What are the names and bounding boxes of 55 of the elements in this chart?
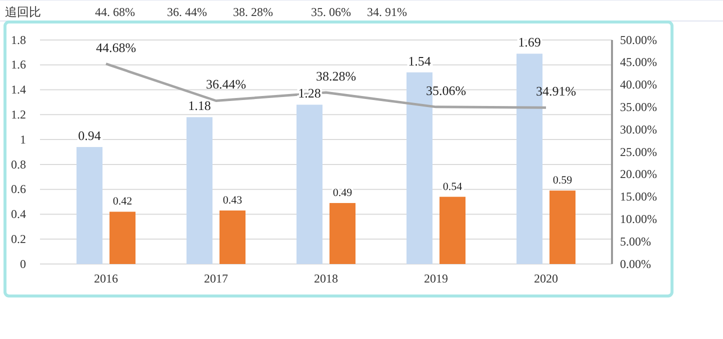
bar <box>330 203 356 264</box>
data-label: 34.91% <box>536 84 576 99</box>
y2-tick-label: 30.00% <box>620 122 657 136</box>
data-label: 1.18 <box>188 98 211 114</box>
data-label: 0.59 <box>552 174 573 187</box>
data-label: 1.54 <box>408 53 432 68</box>
y2-tick-label: 25.00% <box>620 144 657 159</box>
y-tick-label: 1.6 <box>11 58 26 72</box>
x-tick-label: 2019 <box>424 272 448 286</box>
y2-tick-label: 15.00% <box>620 190 657 204</box>
y2-tick-label: 10.00% <box>620 212 657 226</box>
text: 35. 06% <box>311 5 351 19</box>
y2-tick-label: 35.00% <box>620 100 657 114</box>
x-tick-label: 2018 <box>314 272 338 286</box>
data-label: 1.28 <box>298 86 321 101</box>
text: 36. 44% <box>167 5 207 19</box>
bar <box>296 104 322 264</box>
data-label: 0.94 <box>78 128 102 144</box>
data-label: 36.44% <box>206 76 246 92</box>
y-tick-label: 1.8 <box>11 32 26 47</box>
data-label: 44.68% <box>96 40 136 55</box>
y-tick-label: 0.6 <box>11 182 26 196</box>
data-label: 1.69 <box>518 34 541 50</box>
text: 追回比 <box>5 5 41 19</box>
y-tick-label: 0 <box>20 256 26 271</box>
text: 38. 28% <box>233 5 273 19</box>
y-tick-label: 1 <box>20 132 26 146</box>
x-tick-label: 2016 <box>94 272 118 286</box>
y2-tick-label: 45.00% <box>620 55 657 70</box>
y-tick-label: 1.2 <box>11 108 26 122</box>
text: 44. 68% <box>95 5 135 19</box>
data-label: 0.43 <box>222 194 243 206</box>
y-tick-label: 0.8 <box>11 157 26 172</box>
y-tick-label: 1.4 <box>11 82 26 97</box>
bar <box>110 212 136 264</box>
data-label: 38.28% <box>316 68 356 84</box>
data-label: 35.06% <box>426 82 466 98</box>
bar <box>186 117 212 264</box>
y-tick-label: 0.4 <box>11 207 26 222</box>
y2-tick-label: 40.00% <box>620 78 657 92</box>
data-label: 0.42 <box>112 196 132 208</box>
y-tick-label: 0.2 <box>11 232 26 246</box>
bar <box>220 210 246 264</box>
y2-tick-label: 5.00% <box>620 234 651 248</box>
text: 34. 91% <box>367 5 407 19</box>
x-tick-label: 2020 <box>534 272 558 286</box>
y2-tick-label: 20.00% <box>620 167 657 182</box>
bar <box>440 196 466 264</box>
data-label: 0.49 <box>332 187 353 200</box>
bar <box>550 190 576 264</box>
x-tick-label: 2017 <box>204 272 228 286</box>
bar <box>76 147 102 264</box>
y2-tick-label: 0.00% <box>620 256 651 271</box>
data-label: 0.54 <box>442 180 463 193</box>
y2-tick-label: 50.00% <box>620 32 657 47</box>
